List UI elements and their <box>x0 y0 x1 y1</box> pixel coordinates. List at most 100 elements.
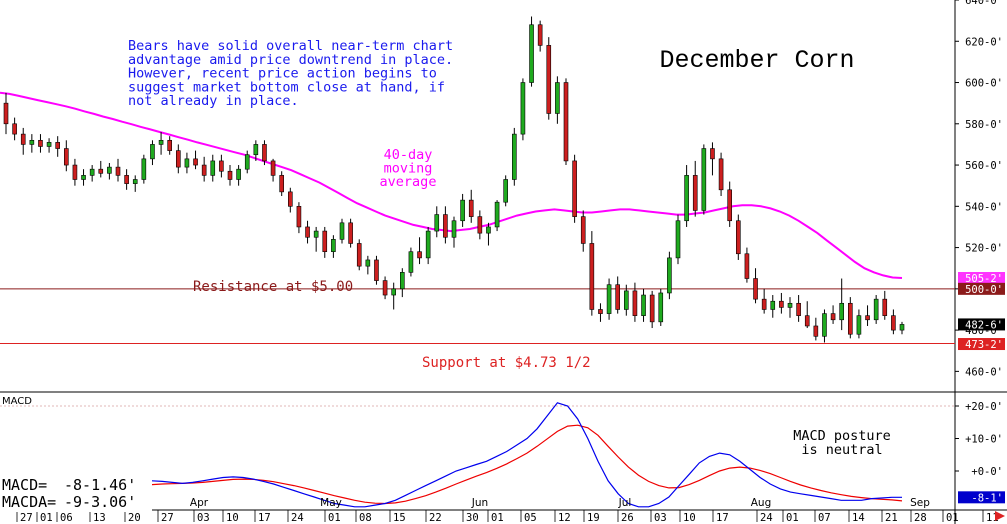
candle-body <box>417 251 422 259</box>
macd-note: MACD posture is neutral <box>793 428 891 458</box>
candle-body <box>753 278 758 300</box>
candle-body <box>296 206 302 228</box>
candle-body <box>236 168 241 180</box>
candle-body <box>158 139 164 145</box>
x-day-label: 15 <box>393 512 406 524</box>
candle-body <box>822 313 827 337</box>
candle-body <box>434 214 440 232</box>
candle-body <box>718 158 724 191</box>
candle-body <box>546 45 552 114</box>
x-day-label: 05 <box>524 512 537 524</box>
candle-body <box>374 259 379 281</box>
candle-body <box>796 302 801 316</box>
candle-body <box>12 123 17 135</box>
x-month-label: Jul <box>618 497 632 509</box>
macd-tick-label: +20-0' <box>965 401 1003 413</box>
commentary-line: However, recent price action begins to <box>128 66 437 82</box>
scroll-arrow-icon[interactable] <box>995 511 1005 521</box>
candle-body <box>391 288 396 296</box>
x-day-label: 28 <box>914 512 927 524</box>
x-day-label: 27 <box>20 512 33 524</box>
commentary-text: Bears have solid overall near-term chart… <box>128 38 453 109</box>
x-day-label: 03 <box>654 512 667 524</box>
candle-body <box>503 179 508 203</box>
x-day-label: 12 <box>558 512 571 524</box>
candle-body <box>400 272 405 290</box>
x-day-label: 13 <box>93 512 106 524</box>
macda-readout-value: -9-3.06' <box>64 493 136 511</box>
candle-body <box>468 199 474 217</box>
candle-body <box>201 164 207 176</box>
candle-body <box>649 294 655 323</box>
candle-body <box>891 315 896 331</box>
candle-body <box>451 220 457 238</box>
candle-body <box>727 189 732 222</box>
candle-body <box>804 315 810 327</box>
candle-body <box>779 300 784 308</box>
candle-body <box>150 144 155 160</box>
x-day-label: 01 <box>786 512 799 524</box>
candle-body <box>701 148 707 211</box>
x-axis: 27 01 06 13 20 27 03 10 17 24 01 08 15 22 30 01 05 12 19 26… <box>16 497 999 524</box>
candle-body <box>141 158 147 180</box>
malabel-line: average <box>380 174 437 190</box>
candle-body <box>830 313 836 321</box>
price-tag-label: 500-0' <box>965 284 1003 296</box>
candle-body <box>477 216 483 234</box>
x-day-label: 14 <box>852 512 865 524</box>
candle-body <box>667 257 672 294</box>
x-day-label: 10 <box>226 512 239 524</box>
candle-body <box>356 243 362 267</box>
price-tick-label: 540-0' <box>965 201 1003 213</box>
x-day-label: 01 <box>328 512 341 524</box>
candle-body <box>598 309 603 314</box>
candle-body <box>72 164 78 180</box>
candle-body <box>675 220 681 259</box>
candle-body <box>219 160 224 172</box>
candle-body <box>529 24 534 83</box>
candle-body <box>710 148 715 160</box>
commentary-line: advantage amid price downtrend in place. <box>128 52 453 68</box>
macd-readout-value: -8-1.46' <box>64 476 136 494</box>
moving-average-layer <box>0 91 903 279</box>
candle-body <box>744 253 750 279</box>
candle-body <box>873 298 879 321</box>
macd-tag-box <box>958 491 1005 504</box>
candle-body <box>279 175 284 193</box>
price-tag-label: 473-2' <box>965 339 1003 351</box>
price-tag-box <box>958 282 1005 295</box>
macd-readout-label: MACD= <box>2 476 47 494</box>
candle-body <box>848 302 853 335</box>
moving-average-label: 40-day moving average <box>380 147 437 190</box>
x-day-label: 01 <box>946 512 959 524</box>
candle-body <box>563 82 569 162</box>
candle-body <box>132 179 138 184</box>
macd-readout-box <box>0 476 152 512</box>
malabel-line: 40-day <box>384 147 433 163</box>
candle-body <box>348 222 353 244</box>
candle-body <box>38 139 43 147</box>
x-day-label: 08 <box>359 512 372 524</box>
candle-body <box>167 139 172 151</box>
macda-readout-label: MACDA= <box>2 493 56 511</box>
macdnote-line: MACD posture <box>793 428 891 444</box>
price-tags: 505-2'500-0' 482-6' 473-2' -8-1' <box>958 272 1005 504</box>
moving-average-line <box>0 91 903 279</box>
candle-body <box>193 158 198 166</box>
candle-body <box>322 230 328 253</box>
macd-panel-label: MACD <box>2 396 32 407</box>
candle-body <box>29 139 35 145</box>
candle-body <box>176 150 181 168</box>
candle-body <box>305 226 310 238</box>
x-day-label: 01 <box>40 512 53 524</box>
x-day-label: 20 <box>128 512 141 524</box>
candle-body <box>580 216 586 244</box>
candle-body <box>365 259 371 267</box>
commentary-line: Bears have solid overall near-term chart <box>128 38 453 54</box>
candle-body <box>684 175 689 222</box>
price-tag-box <box>958 318 1005 331</box>
candle-body <box>253 144 259 156</box>
candle-body <box>55 142 60 149</box>
price-tick-label: 460-0' <box>965 366 1003 378</box>
candle-body <box>486 226 491 234</box>
